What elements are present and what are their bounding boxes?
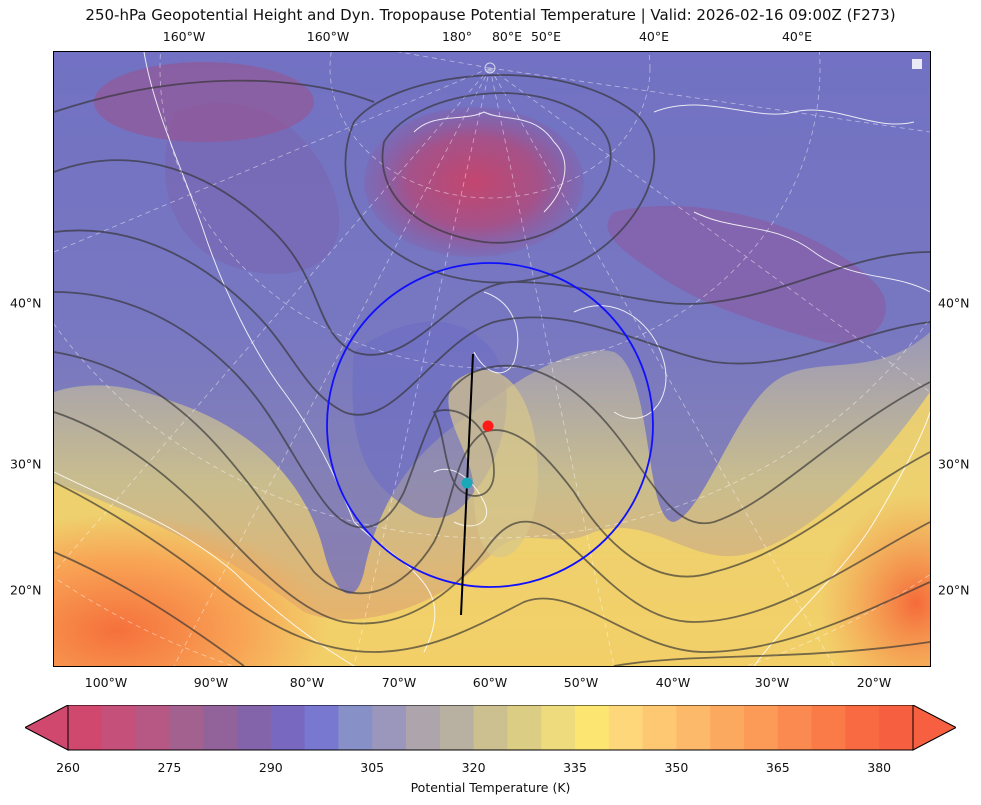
colorbar-segment xyxy=(507,705,542,750)
colorbar-segment xyxy=(372,705,407,750)
colorbar-tick-label: 305 xyxy=(360,760,385,775)
colorbar xyxy=(25,705,956,751)
colorbar-segment xyxy=(270,705,306,750)
bottom-lon-label: 70°W xyxy=(381,675,417,690)
chart-title: 250-hPa Geopotential Height and Dyn. Tro… xyxy=(85,6,896,24)
bottom-lon-label: 100°W xyxy=(84,675,128,690)
colorbar-segment xyxy=(135,705,170,750)
field-east-purple xyxy=(607,205,886,344)
colorbar-tick-label: 365 xyxy=(765,760,790,775)
left-lat-label: 30°N xyxy=(10,456,42,472)
bottom-lon-label: 20°W xyxy=(856,675,892,690)
colorbar-label: Potential Temperature (K) xyxy=(410,780,571,795)
colorbar-segment xyxy=(237,705,272,750)
colorbar-tick-label: 380 xyxy=(867,760,892,775)
colorbar-tick-label: 335 xyxy=(563,760,587,775)
colorbar-segment xyxy=(68,705,103,750)
right-lat-label: 40°N xyxy=(938,295,970,311)
colorbar-segment xyxy=(879,705,914,750)
colorbar-tick-label: 275 xyxy=(157,760,182,775)
cyan-point xyxy=(461,477,473,489)
colorbar-segment xyxy=(642,705,677,750)
colorbar-tick-label: 260 xyxy=(56,760,80,775)
top-lon-label: 180° xyxy=(441,29,473,44)
left-lat-label: 40°N xyxy=(10,295,42,311)
colorbar-segment xyxy=(203,705,238,750)
colorbar-segment xyxy=(777,705,813,750)
right-lat-label: 30°N xyxy=(938,456,970,472)
top-lon-label: 40°E xyxy=(781,29,813,44)
colorbar-tick-label: 290 xyxy=(258,760,283,775)
colorbar-segment xyxy=(169,705,204,750)
top-lon-label: 80°E xyxy=(491,29,523,44)
colorbar-segment xyxy=(338,705,373,750)
height-contours xyxy=(54,74,930,666)
red-point xyxy=(482,420,494,432)
left-lat-label: 20°N xyxy=(10,582,42,598)
field-hot-southeast xyxy=(654,352,930,666)
colorbar-segment xyxy=(406,705,441,750)
map-panel[interactable] xyxy=(53,51,931,667)
colorbar-segment xyxy=(541,705,576,750)
colorbar-segment xyxy=(439,705,475,750)
top-lon-label: 40°E xyxy=(638,29,670,44)
bottom-lon-label: 90°W xyxy=(193,675,229,690)
top-lon-label: 50°E xyxy=(530,29,562,44)
colorbar-segment xyxy=(811,705,846,750)
bottom-lon-label: 40°W xyxy=(655,675,691,690)
bottom-lon-label: 80°W xyxy=(289,675,325,690)
graticule xyxy=(54,52,930,666)
top-lon-label: 160°W xyxy=(162,29,206,44)
colorbar-segment xyxy=(101,705,137,750)
field-mid-purple xyxy=(165,103,340,274)
colorbar-extend-high xyxy=(912,705,956,751)
colorbar-frame xyxy=(67,705,914,751)
bottom-lon-label: 60°W xyxy=(472,675,508,690)
bottom-lon-label: 50°W xyxy=(563,675,599,690)
map-corner-box xyxy=(912,59,922,69)
north-pole-marker xyxy=(484,62,496,74)
top-lon-label: 160°W xyxy=(306,29,350,44)
colorbar-segment xyxy=(744,705,779,750)
field-cold-pool-west xyxy=(94,62,314,142)
colorbar-segment xyxy=(710,705,745,750)
bottom-lon-label: 30°W xyxy=(754,675,790,690)
colorbar-segment xyxy=(608,705,644,750)
field-hot-southwest xyxy=(54,432,474,666)
colorbar-segment xyxy=(304,705,339,750)
colorbar-extend-low xyxy=(25,705,69,751)
colorbar-tick-label: 320 xyxy=(461,760,486,775)
range-ring xyxy=(326,262,654,588)
right-lat-label: 20°N xyxy=(938,582,970,598)
colorbar-tick-label: 350 xyxy=(664,760,689,775)
colorbar-segment xyxy=(473,705,508,750)
colorbar-segment xyxy=(676,705,711,750)
colorbar-segment xyxy=(575,705,610,750)
field-cold-pool xyxy=(364,107,584,257)
map-canvas xyxy=(54,52,930,666)
colorbar-segment xyxy=(845,705,880,750)
